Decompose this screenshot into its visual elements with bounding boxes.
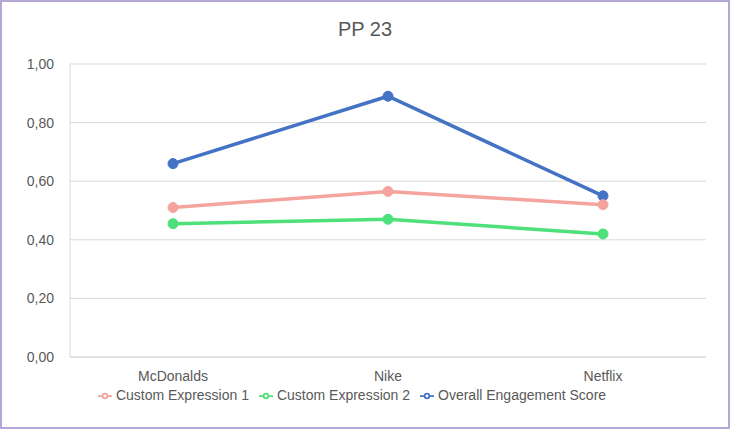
svg-text:0,80: 0,80 bbox=[27, 115, 54, 131]
svg-text:1,00: 1,00 bbox=[27, 56, 54, 72]
svg-text:0,40: 0,40 bbox=[27, 232, 54, 248]
html-text:Custom Expression 2: Custom Expression 2 bbox=[277, 387, 410, 403]
svg-text:Netflix: Netflix bbox=[584, 368, 623, 384]
svg-text:McDonalds: McDonalds bbox=[138, 368, 208, 384]
html-text:Custom Expression 1: Custom Expression 1 bbox=[115, 387, 249, 403]
svg-text:0,00: 0,00 bbox=[27, 349, 54, 365]
svg-text:Nike: Nike bbox=[374, 368, 402, 384]
svg-text:0,60: 0,60 bbox=[27, 173, 54, 189]
html-text:PP 23: PP 23 bbox=[337, 18, 393, 40]
html-text:Overall Engagement Score: Overall Engagement Score bbox=[438, 387, 607, 403]
svg-text:0,20: 0,20 bbox=[27, 290, 54, 306]
